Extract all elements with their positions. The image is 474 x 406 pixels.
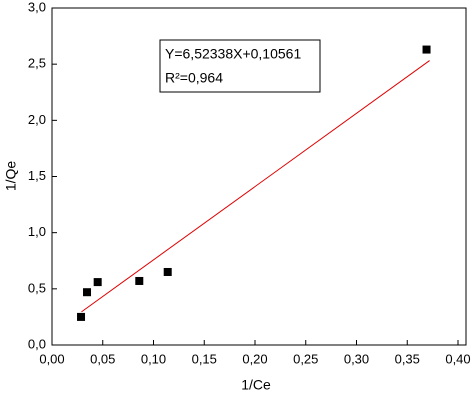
- x-tick-label: 0,40: [445, 351, 470, 366]
- x-tick-label: 0,25: [293, 351, 318, 366]
- data-point: [135, 276, 144, 285]
- x-axis-label: 1/Ce: [241, 377, 271, 393]
- y-tick-label: 2,5: [28, 56, 46, 71]
- y-axis-label: 1/Qe: [3, 161, 19, 192]
- y-tick-label: 1,5: [28, 168, 46, 183]
- equation: Y=6,52338X+0,10561: [165, 46, 301, 62]
- x-tick-label: 0,00: [39, 351, 64, 366]
- y-tick-label: 0,0: [28, 336, 46, 351]
- y-tick-label: 3,0: [28, 0, 46, 14]
- x-tick-label: 0,15: [192, 351, 217, 366]
- fit-line: [81, 60, 430, 313]
- annotation-box: [159, 39, 321, 93]
- x-tick-label: 0,10: [141, 351, 166, 366]
- data-point: [163, 267, 172, 276]
- x-tick-label: 0,20: [242, 351, 267, 366]
- x-tick-label: 0,05: [90, 351, 115, 366]
- r-squared: R²=0,964: [165, 70, 223, 86]
- y-tick-label: 1,0: [28, 224, 46, 239]
- data-point: [422, 45, 431, 54]
- data-point: [77, 312, 86, 321]
- y-tick-label: 2,0: [28, 112, 46, 127]
- data-point: [83, 288, 92, 297]
- x-tick-label: 0,30: [344, 351, 369, 366]
- y-tick-label: 0,5: [28, 280, 46, 295]
- x-tick-label: 0,35: [395, 351, 420, 366]
- data-point: [93, 278, 102, 287]
